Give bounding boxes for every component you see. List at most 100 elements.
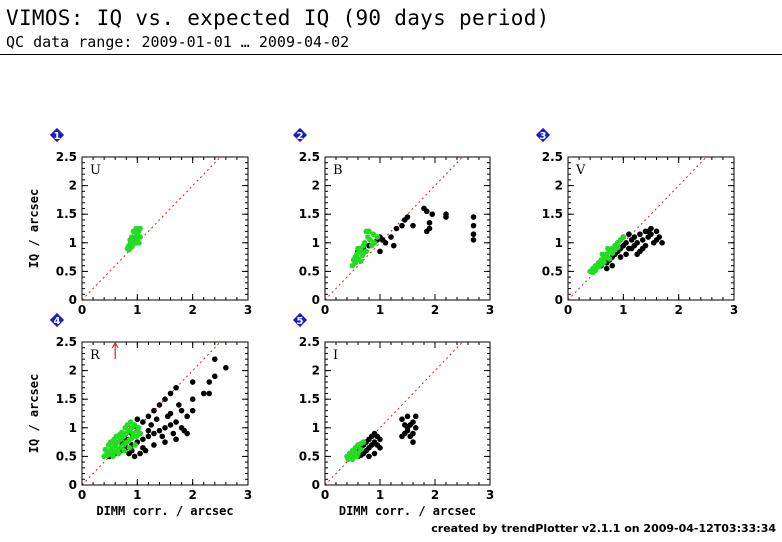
- y-tick-label: 1: [312, 236, 320, 250]
- y-axis-label: IQ / arcsec: [27, 374, 41, 453]
- data-point-black: [443, 211, 449, 217]
- data-point-black: [156, 402, 163, 408]
- y-tick-label: 0.5: [542, 264, 563, 278]
- filter-label: V: [575, 163, 586, 178]
- filter-label: B: [333, 163, 343, 178]
- data-point-black: [156, 427, 163, 434]
- data-point-green: [354, 453, 360, 460]
- data-point-black: [617, 254, 624, 260]
- data-point-black: [173, 419, 179, 425]
- y-tick-label: 2.5: [56, 150, 77, 164]
- data-point-black: [153, 416, 160, 423]
- data-point-green: [360, 439, 367, 445]
- x-tick-label: 0: [78, 303, 86, 317]
- plot-frame: [324, 341, 491, 486]
- data-point-green: [345, 456, 351, 463]
- data-point-black: [170, 430, 177, 437]
- data-point-green: [615, 244, 621, 251]
- data-point-green: [129, 234, 135, 240]
- data-point-green: [102, 446, 109, 453]
- data-point-green: [115, 450, 122, 457]
- data-point-green: [133, 225, 140, 232]
- panel-index-badge: [49, 312, 65, 328]
- data-point-black: [134, 416, 141, 423]
- data-point-black: [212, 373, 218, 380]
- data-point-green: [137, 234, 143, 240]
- data-point-green: [361, 240, 368, 246]
- x-axis-label: DIMM corr. / arcsec: [339, 504, 476, 518]
- y-tick-label: 2: [69, 179, 77, 193]
- data-point-black: [401, 422, 408, 428]
- plot-frame: [567, 156, 735, 301]
- y-tick-label: 1.5: [542, 207, 563, 221]
- data-point-green: [367, 237, 373, 243]
- data-point-black: [404, 427, 411, 434]
- plot-frame: [81, 341, 249, 486]
- filter-label: I: [333, 348, 338, 363]
- data-point-green: [127, 419, 134, 425]
- data-point-green: [104, 452, 111, 459]
- data-point-green: [121, 447, 127, 454]
- data-point-black: [623, 251, 629, 258]
- y-tick-label: 1.5: [56, 392, 77, 406]
- data-point-black: [206, 379, 213, 385]
- data-point-black: [162, 425, 168, 431]
- data-point-green: [136, 240, 142, 246]
- data-point-black: [410, 439, 416, 445]
- data-point-black: [162, 439, 168, 445]
- data-point-black: [470, 214, 477, 220]
- data-point-green: [119, 429, 125, 436]
- data-point-green: [601, 259, 607, 266]
- data-point-black: [145, 413, 152, 420]
- y-tick-label: 1.5: [56, 207, 77, 221]
- data-point-black: [412, 425, 419, 431]
- x-tick-label: 3: [730, 303, 738, 317]
- filter-label: U: [90, 163, 101, 178]
- data-point-black: [371, 450, 378, 457]
- data-point-green: [371, 240, 378, 246]
- filter-label: R: [90, 348, 101, 363]
- panel-index-label: 1: [54, 131, 61, 142]
- data-point-green: [605, 245, 611, 252]
- data-point-green: [590, 269, 596, 276]
- y-tick-label: 1: [69, 421, 77, 435]
- diagonal-line: [81, 156, 221, 301]
- diagonal-line: [567, 156, 707, 301]
- header-divider: [0, 54, 782, 55]
- data-point-black: [223, 364, 229, 371]
- panel-index-label: 4: [54, 316, 61, 327]
- data-point-black: [382, 240, 389, 246]
- y-tick-label: 2: [555, 179, 563, 193]
- data-point-black: [423, 228, 430, 235]
- data-point-green: [370, 231, 377, 238]
- data-point-green: [133, 433, 140, 440]
- data-point-black: [404, 214, 411, 220]
- diagonal-line: [324, 341, 463, 486]
- data-point-black: [410, 419, 416, 425]
- y-tick-label: 2.5: [299, 335, 320, 349]
- data-point-black: [148, 422, 154, 428]
- data-point-green: [137, 430, 143, 437]
- data-point-black: [637, 231, 643, 238]
- data-point-black: [609, 262, 616, 269]
- data-point-black: [393, 225, 400, 232]
- data-point-green: [137, 225, 143, 232]
- data-point-black: [164, 413, 171, 420]
- y-tick-label: 2: [312, 364, 320, 378]
- x-tick-label: 1: [619, 303, 627, 317]
- data-point-black: [145, 433, 152, 440]
- data-point-black: [412, 413, 419, 420]
- x-tick-label: 1: [376, 488, 384, 502]
- data-point-black: [377, 248, 383, 255]
- x-tick-label: 3: [486, 488, 494, 502]
- data-point-green: [135, 425, 142, 431]
- panel-5: 5 0 1 2 3 0 0.5 1 1.5 2 2.5 I DIMM corr. / arcsec: [292, 312, 494, 518]
- y-tick-label: 0: [69, 293, 77, 307]
- data-point-black: [200, 390, 207, 397]
- data-point-black: [631, 234, 638, 240]
- y-tick-label: 0: [312, 293, 320, 307]
- x-tick-label: 1: [133, 303, 141, 317]
- panel-index-badge: [292, 127, 308, 143]
- data-point-black: [159, 433, 166, 440]
- x-tick-label: 2: [431, 488, 439, 502]
